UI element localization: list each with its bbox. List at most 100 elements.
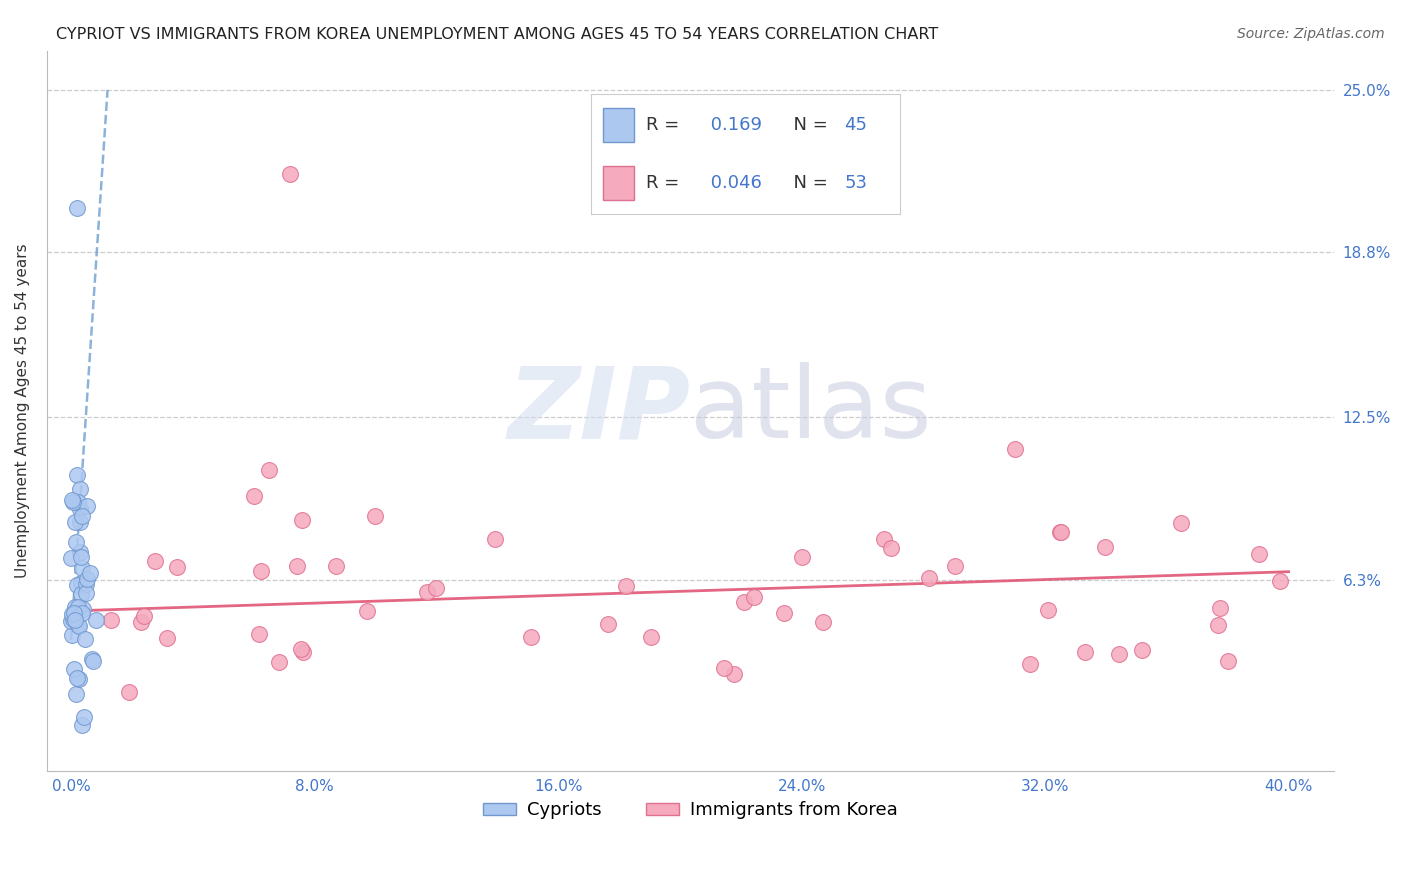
Point <box>82 654 104 668</box>
Legend: Cypriots, Immigrants from Korea: Cypriots, Immigrants from Korea <box>477 794 905 827</box>
Point <box>773 607 796 621</box>
Point <box>1004 442 1026 456</box>
Point <box>356 604 378 618</box>
Point <box>67 672 90 686</box>
Text: 0.169: 0.169 <box>704 116 762 134</box>
Point <box>118 685 141 699</box>
Point <box>242 489 264 503</box>
Point <box>73 632 96 647</box>
Point <box>67 495 90 509</box>
Text: ZIP: ZIP <box>508 362 690 459</box>
Point <box>75 577 97 591</box>
Point <box>166 559 188 574</box>
Point <box>1206 618 1229 632</box>
Point <box>63 607 86 621</box>
Text: CYPRIOT VS IMMIGRANTS FROM KOREA UNEMPLOYMENT AMONG AGES 45 TO 54 YEARS CORRELAT: CYPRIOT VS IMMIGRANTS FROM KOREA UNEMPLO… <box>56 27 938 42</box>
Point <box>70 560 93 574</box>
Point <box>70 718 93 732</box>
Point <box>62 612 84 626</box>
Point <box>247 627 270 641</box>
Point <box>75 586 97 600</box>
Point <box>733 595 755 609</box>
Point <box>67 600 90 615</box>
Text: N =: N = <box>782 116 834 134</box>
Point <box>1130 642 1153 657</box>
Point <box>1108 647 1130 661</box>
Point <box>291 513 314 527</box>
Point <box>63 516 86 530</box>
Text: R =: R = <box>647 174 685 192</box>
Point <box>1049 524 1071 539</box>
Point <box>62 495 84 509</box>
Text: atlas: atlas <box>690 362 932 459</box>
Point <box>792 549 814 564</box>
Point <box>640 630 662 644</box>
Point <box>60 607 83 622</box>
Text: N =: N = <box>782 174 834 192</box>
Point <box>257 462 280 476</box>
Point <box>66 671 89 685</box>
Point <box>67 618 90 632</box>
Point <box>290 642 312 657</box>
Point <box>325 559 347 574</box>
Point <box>82 652 104 666</box>
Point <box>1268 574 1291 588</box>
Text: R =: R = <box>647 116 685 134</box>
Point <box>60 614 83 628</box>
Point <box>62 662 84 676</box>
Point <box>73 710 96 724</box>
Point <box>1036 603 1059 617</box>
Point <box>66 468 89 483</box>
Point <box>291 645 314 659</box>
Y-axis label: Unemployment Among Ages 45 to 54 years: Unemployment Among Ages 45 to 54 years <box>15 244 30 578</box>
Point <box>69 545 91 559</box>
Point <box>65 688 87 702</box>
Point <box>723 667 745 681</box>
Point <box>65 535 87 549</box>
Point <box>1094 540 1116 554</box>
Point <box>60 550 83 565</box>
FancyBboxPatch shape <box>603 166 634 200</box>
Text: Source: ZipAtlas.com: Source: ZipAtlas.com <box>1237 27 1385 41</box>
Point <box>69 515 91 529</box>
Point <box>880 541 903 555</box>
Point <box>416 585 439 599</box>
Point <box>69 549 91 564</box>
Point <box>66 578 89 592</box>
Point <box>1249 547 1271 561</box>
Point <box>69 483 91 497</box>
Point <box>60 628 83 642</box>
Point <box>132 608 155 623</box>
Point <box>250 564 273 578</box>
Point <box>143 554 166 568</box>
Point <box>1170 516 1192 531</box>
Point <box>742 590 765 604</box>
Point <box>943 558 966 573</box>
Point <box>131 615 153 630</box>
Point <box>811 615 834 629</box>
Point <box>66 201 89 215</box>
Point <box>65 613 87 627</box>
Point <box>1019 657 1042 671</box>
Point <box>267 655 290 669</box>
Point <box>1074 645 1097 659</box>
FancyBboxPatch shape <box>603 108 634 142</box>
Point <box>1216 654 1239 668</box>
Point <box>364 508 387 523</box>
Point <box>278 167 301 181</box>
Point <box>100 613 122 627</box>
Point <box>72 508 94 523</box>
Point <box>76 500 98 514</box>
Point <box>713 661 735 675</box>
Point <box>79 566 101 581</box>
Point <box>76 572 98 586</box>
Point <box>598 617 620 632</box>
Point <box>72 602 94 616</box>
Point <box>70 606 93 620</box>
Point <box>285 559 308 574</box>
Point <box>425 581 447 595</box>
Point <box>519 631 541 645</box>
Point <box>614 579 637 593</box>
Point <box>917 571 939 585</box>
Point <box>873 533 896 547</box>
